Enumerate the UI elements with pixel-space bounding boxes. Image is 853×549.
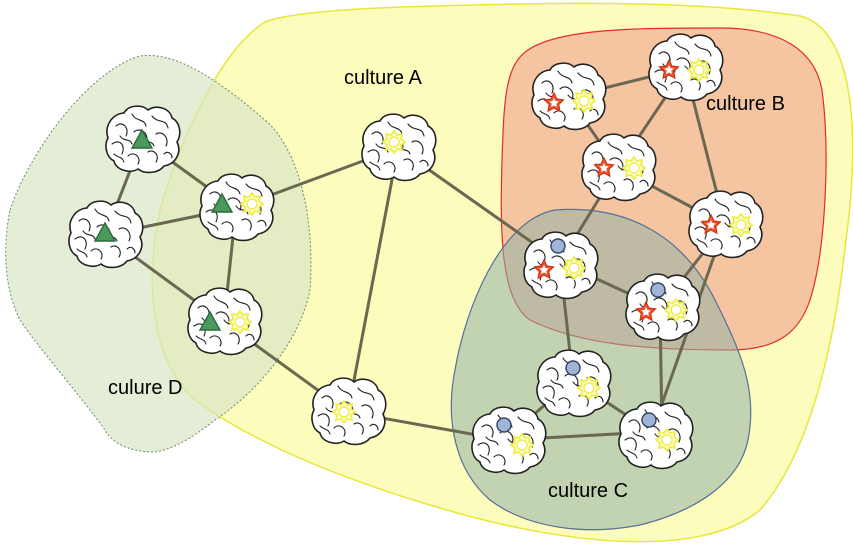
sun-icon bbox=[228, 310, 252, 334]
sun-icon bbox=[332, 400, 356, 424]
brain-node bbox=[187, 287, 263, 356]
sun-icon bbox=[510, 433, 534, 457]
sun-icon bbox=[622, 156, 646, 180]
circle-icon bbox=[496, 417, 512, 433]
sun-icon bbox=[240, 192, 264, 216]
brain-node bbox=[625, 273, 701, 342]
brain-node bbox=[523, 231, 599, 300]
culture-b-label: culture B bbox=[706, 93, 785, 115]
sun-icon bbox=[572, 89, 596, 113]
brain-node bbox=[105, 105, 181, 174]
brain-node bbox=[618, 401, 694, 470]
culture-c-label: culture C bbox=[548, 480, 628, 502]
sun-icon bbox=[562, 256, 586, 280]
circle-icon bbox=[650, 282, 666, 298]
brain-node bbox=[688, 190, 764, 259]
brain-node bbox=[199, 173, 275, 242]
brain-icon bbox=[471, 406, 547, 475]
brain-node bbox=[471, 406, 547, 475]
sun-icon bbox=[664, 298, 688, 322]
culture-d-label: culure D bbox=[108, 377, 182, 399]
sun-icon bbox=[655, 428, 679, 452]
brain-node bbox=[68, 200, 144, 269]
sun-icon bbox=[382, 130, 406, 154]
culture-a-label: culture A bbox=[344, 67, 422, 89]
brain-icon bbox=[536, 349, 612, 418]
edge bbox=[346, 146, 400, 414]
circle-icon bbox=[550, 238, 566, 254]
brain-node bbox=[531, 62, 607, 131]
brain-icon bbox=[531, 62, 607, 131]
brain-node bbox=[536, 349, 612, 418]
sun-icon bbox=[687, 58, 711, 82]
brain-node bbox=[311, 377, 387, 446]
brain-icon bbox=[618, 401, 694, 470]
brain-node bbox=[361, 113, 437, 182]
sun-icon bbox=[577, 376, 601, 400]
brain-node bbox=[648, 33, 724, 102]
brain-node bbox=[581, 133, 657, 202]
brain-icon bbox=[199, 173, 275, 242]
sun-icon bbox=[729, 213, 753, 237]
circle-icon bbox=[565, 360, 581, 376]
circle-icon bbox=[641, 412, 657, 428]
